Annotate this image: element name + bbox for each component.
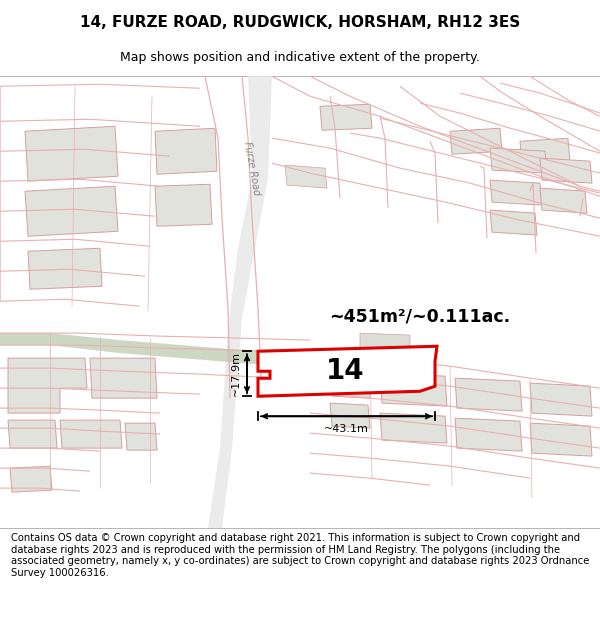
- Text: Contains OS data © Crown copyright and database right 2021. This information is : Contains OS data © Crown copyright and d…: [11, 533, 589, 578]
- Polygon shape: [155, 184, 212, 226]
- Text: ~17.9m: ~17.9m: [231, 351, 241, 396]
- Polygon shape: [490, 148, 547, 173]
- Polygon shape: [380, 373, 447, 406]
- Polygon shape: [490, 210, 537, 235]
- Polygon shape: [155, 128, 217, 174]
- Polygon shape: [60, 420, 122, 448]
- Polygon shape: [285, 165, 327, 188]
- Text: 14: 14: [326, 357, 364, 385]
- Polygon shape: [208, 76, 272, 528]
- Polygon shape: [540, 188, 587, 213]
- Polygon shape: [455, 418, 522, 451]
- Polygon shape: [25, 126, 118, 181]
- Polygon shape: [455, 378, 522, 411]
- Polygon shape: [90, 358, 157, 398]
- Text: ~43.1m: ~43.1m: [324, 424, 369, 434]
- Polygon shape: [10, 466, 52, 492]
- Polygon shape: [540, 158, 592, 183]
- Polygon shape: [330, 403, 370, 428]
- Polygon shape: [380, 413, 447, 443]
- Polygon shape: [0, 333, 340, 368]
- Polygon shape: [25, 186, 118, 236]
- Polygon shape: [330, 368, 370, 398]
- Polygon shape: [450, 128, 502, 154]
- Polygon shape: [520, 138, 570, 165]
- Text: ~451m²/~0.111ac.: ~451m²/~0.111ac.: [329, 308, 511, 325]
- Polygon shape: [28, 248, 102, 289]
- Polygon shape: [320, 104, 372, 130]
- Text: Map shows position and indicative extent of the property.: Map shows position and indicative extent…: [120, 51, 480, 64]
- Polygon shape: [125, 423, 157, 450]
- Polygon shape: [360, 333, 410, 350]
- Polygon shape: [530, 423, 592, 456]
- Polygon shape: [258, 346, 437, 396]
- Text: Furze Road: Furze Road: [242, 141, 262, 196]
- Text: 14, FURZE ROAD, RUDGWICK, HORSHAM, RH12 3ES: 14, FURZE ROAD, RUDGWICK, HORSHAM, RH12 …: [80, 16, 520, 31]
- Polygon shape: [8, 420, 57, 448]
- Polygon shape: [530, 383, 592, 416]
- Polygon shape: [490, 180, 542, 205]
- Polygon shape: [8, 358, 87, 413]
